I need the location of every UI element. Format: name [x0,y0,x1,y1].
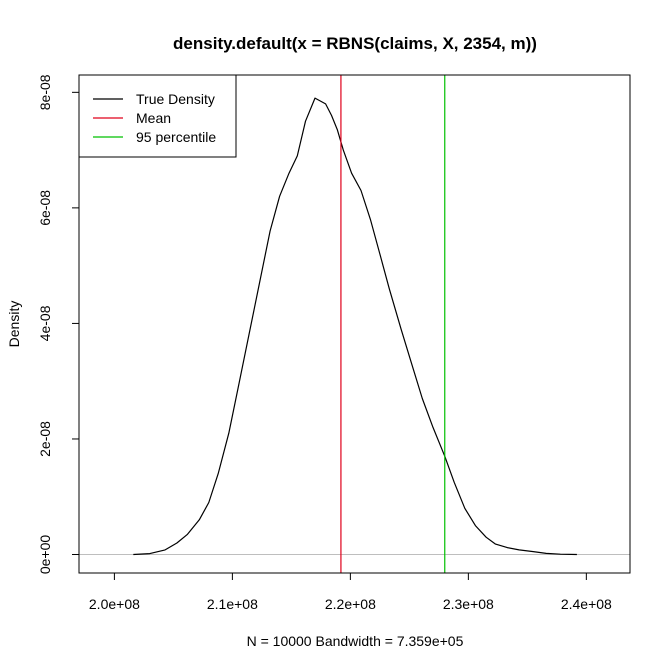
x-axis-label: N = 10000 Bandwidth = 7.359e+05 [247,633,464,649]
x-tick-label: 2.4e+08 [561,596,612,612]
y-tick-label: 0e+00 [37,535,53,575]
y-axis: 0e+00 2e-08 4e-08 6e-08 8e-08 [37,74,80,575]
x-axis: 2.0e+08 2.1e+08 2.2e+08 2.3e+08 2.4e+08 [89,572,612,612]
legend-box [78,74,237,158]
density-curve [133,97,577,556]
chart-title: density.default(x = RBNS(claims, X, 2354… [173,34,537,53]
x-tick-label: 2.1e+08 [207,596,258,612]
plot-area [79,75,630,573]
y-tick-label: 6e-08 [37,190,53,226]
legend-label: Mean [136,110,171,126]
x-tick-label: 2.0e+08 [89,596,140,612]
y-tick-label: 4e-08 [37,305,53,341]
legend-label: True Density [136,91,215,107]
x-tick-label: 2.2e+08 [325,596,376,612]
y-tick-label: 8e-08 [37,74,53,110]
legend: True Density Mean 95 percentile [78,74,237,158]
plot-frame [78,74,631,574]
legend-label: 95 percentile [136,129,216,145]
x-tick-label: 2.3e+08 [443,596,494,612]
y-tick-label: 2e-08 [37,421,53,457]
y-axis-label: Density [6,301,22,348]
